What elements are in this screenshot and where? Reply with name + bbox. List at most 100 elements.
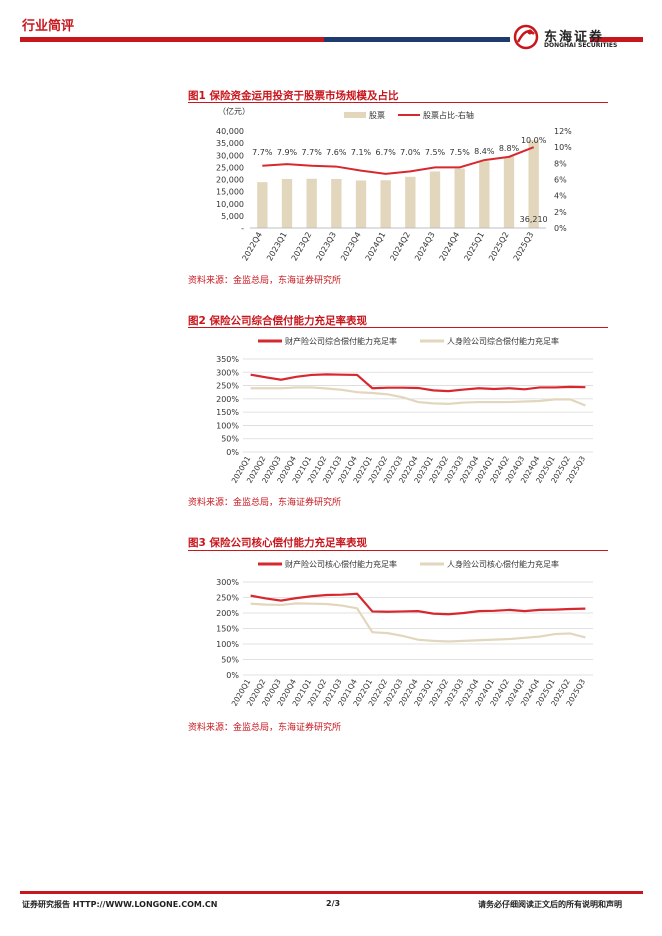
header-rule-right xyxy=(590,37,643,42)
footer-rule xyxy=(20,891,643,894)
fig1-line-data-label: 7.7% xyxy=(302,148,323,157)
fig3-title: 图3 保险公司核心偿付能力充足率表现 xyxy=(188,537,367,549)
fig1-line-data-label: 6.7% xyxy=(376,148,397,157)
fig1-ytick-label: 35,000 xyxy=(216,139,244,148)
fig1-y2tick-label: 12% xyxy=(554,127,572,136)
fig1-bar xyxy=(355,180,367,228)
fig2-source: 资料来源：金监总局，东海证券研究所 xyxy=(188,498,342,508)
fig1-xtick-label: 2022Q4 xyxy=(240,231,264,263)
fig1-xtick-label: 2023Q3 xyxy=(314,231,338,263)
fig1-bar xyxy=(331,179,342,228)
fig1-line-share xyxy=(262,146,535,175)
fig1-ytick-label: 40,000 xyxy=(216,127,244,136)
fig1-xtick-label: 2023Q4 xyxy=(339,231,363,263)
fig2-ytick-label: 300% xyxy=(216,368,239,377)
fig1-title-rule xyxy=(188,102,608,103)
fig2-title: 图2 保险公司综合偿付能力充足率表现 xyxy=(188,315,367,327)
fig1-legend-swatch-bars xyxy=(344,112,366,118)
footer-left: 证券研究报告 HTTP://WWW.LONGONE.COM.CN xyxy=(22,900,218,909)
fig1-xtick-label: 2024Q3 xyxy=(413,231,437,263)
fig1-y2tick-label: 10% xyxy=(554,143,572,152)
fig1-ytick-label: 15,000 xyxy=(216,188,244,197)
donghai-logo-icon xyxy=(513,24,539,50)
fig2-title-rule xyxy=(188,327,608,328)
fig1-line-data-label: 7.6% xyxy=(326,148,347,157)
fig1-xtick-label: 2025Q1 xyxy=(462,231,486,263)
fig3-chart: 财产险公司核心偿付能力充足率 人身险公司核心偿付能力充足率 0% 50% 100% 150… xyxy=(216,559,593,708)
fig1-line-data-label: 8.4% xyxy=(474,147,495,156)
fig3-ytick-label: 150% xyxy=(216,625,239,634)
fig1-bar xyxy=(454,168,465,228)
fig1-ytick-label: 5,000 xyxy=(221,212,244,221)
fig1-ytick-label: - xyxy=(241,224,244,233)
fig1-unit-label: （亿元） xyxy=(218,106,250,116)
fig1-line-data-label: 7.0% xyxy=(400,148,421,157)
fig2-ytick-label: 350% xyxy=(216,355,239,364)
fig1-bar xyxy=(503,156,515,228)
fig2-series-line-1 xyxy=(250,373,586,393)
fig2-ytick-label: 0% xyxy=(226,448,239,457)
fig1-y2tick-label: 8% xyxy=(554,159,567,168)
fig3-legend-label-1: 财产险公司核心偿付能力充足率 xyxy=(285,559,397,569)
fig3-source: 资料来源：金监总局，东海证券研究所 xyxy=(188,723,342,733)
fig1-chart: （亿元） 股票 股票占比-右轴 - 5,000 10,000 15,000 20,000 25,… xyxy=(216,106,572,263)
fig1-title: 图1 保险资金运用投资于股票市场规模及占比 xyxy=(188,90,399,102)
fig3-ytick-label: 200% xyxy=(216,609,239,618)
fig1-y2tick-label: 0% xyxy=(554,224,567,233)
fig1-ytick-label: 30,000 xyxy=(216,151,244,160)
fig3-series-line-1 xyxy=(250,592,586,616)
logo-text-cn: 东海证券 xyxy=(544,30,605,45)
fig3-ytick-label: 100% xyxy=(216,640,239,649)
fig3-ytick-label: 300% xyxy=(216,578,239,587)
fig1-xtick-label: 2025Q3 xyxy=(512,231,536,263)
fig3-ytick-label: 0% xyxy=(226,671,239,680)
fig1-xtick-label: 2024Q2 xyxy=(388,231,412,263)
fig1-y2tick-label: 2% xyxy=(554,208,567,217)
fig1-bar xyxy=(405,176,416,228)
fig1-ytick-label: 25,000 xyxy=(216,163,244,172)
fig2-ytick-label: 250% xyxy=(216,382,239,391)
fig1-line-data-label: 7.9% xyxy=(277,148,298,157)
fig2-legend-label-2: 人身险公司综合偿付能力充足率 xyxy=(447,336,559,346)
fig1-y2tick-label: 6% xyxy=(554,176,567,185)
fig2-ytick-label: 150% xyxy=(216,408,239,417)
fig3-series-line-2 xyxy=(250,602,586,643)
fig2-ytick-label: 200% xyxy=(216,395,239,404)
fig1-bar xyxy=(479,161,490,228)
fig1-xtick-label: 2024Q1 xyxy=(364,231,388,263)
fig1-ytick-label: 20,000 xyxy=(216,176,244,185)
header-rule xyxy=(20,37,510,42)
fig1-bar xyxy=(257,182,268,228)
fig1-bar xyxy=(380,180,391,228)
fig1-ytick-label: 10,000 xyxy=(216,200,244,209)
fig1-bar xyxy=(306,178,317,228)
fig1-line-data-label: 7.1% xyxy=(351,148,372,157)
fig1-xtick-label: 2024Q4 xyxy=(438,231,462,263)
fig1-xtick-label: 2023Q1 xyxy=(265,231,289,263)
fig1-line-data-label: 10.0% xyxy=(521,136,547,145)
fig3-legend-label-2: 人身险公司核心偿付能力充足率 xyxy=(447,559,559,569)
fig1-xtick-label: 2025Q2 xyxy=(487,231,511,263)
fig1-line-data-label: 8.8% xyxy=(499,144,520,153)
footer-disclaimer: 请务必仔细阅读正文后的所有说明和声明 xyxy=(478,900,622,909)
fig2-ytick-label: 100% xyxy=(216,421,239,430)
fig1-bar-data-label: 36,210 xyxy=(520,215,548,224)
fig1-bar xyxy=(528,140,539,228)
fig1-legend-label-bars: 股票 xyxy=(369,111,385,120)
fig1-xtick-label: 2023Q2 xyxy=(290,231,314,263)
report-section-title: 行业简评 xyxy=(22,19,75,34)
fig1-bar xyxy=(281,179,293,228)
fig1-line-data-label: 7.7% xyxy=(252,148,273,157)
fig1-bar xyxy=(429,171,441,228)
fig1-line-data-label: 7.5% xyxy=(425,148,446,157)
fig2-ytick-label: 50% xyxy=(221,435,239,444)
fig1-line-data-label: 7.5% xyxy=(450,148,471,157)
fig3-title-rule xyxy=(188,550,608,551)
fig1-legend-label-line: 股票占比-右轴 xyxy=(423,110,474,120)
fig2-chart: 财产险公司综合偿付能力充足率 人身险公司综合偿付能力充足率 0% 50% 100% 150… xyxy=(216,336,593,485)
footer-page-number: 2/3 xyxy=(326,899,341,908)
fig1-source: 资料来源：金监总局，东海证券研究所 xyxy=(188,276,342,286)
fig2-series-line-2 xyxy=(250,386,586,407)
fig2-legend-label-1: 财产险公司综合偿付能力充足率 xyxy=(285,336,397,346)
fig3-ytick-label: 50% xyxy=(221,656,239,665)
